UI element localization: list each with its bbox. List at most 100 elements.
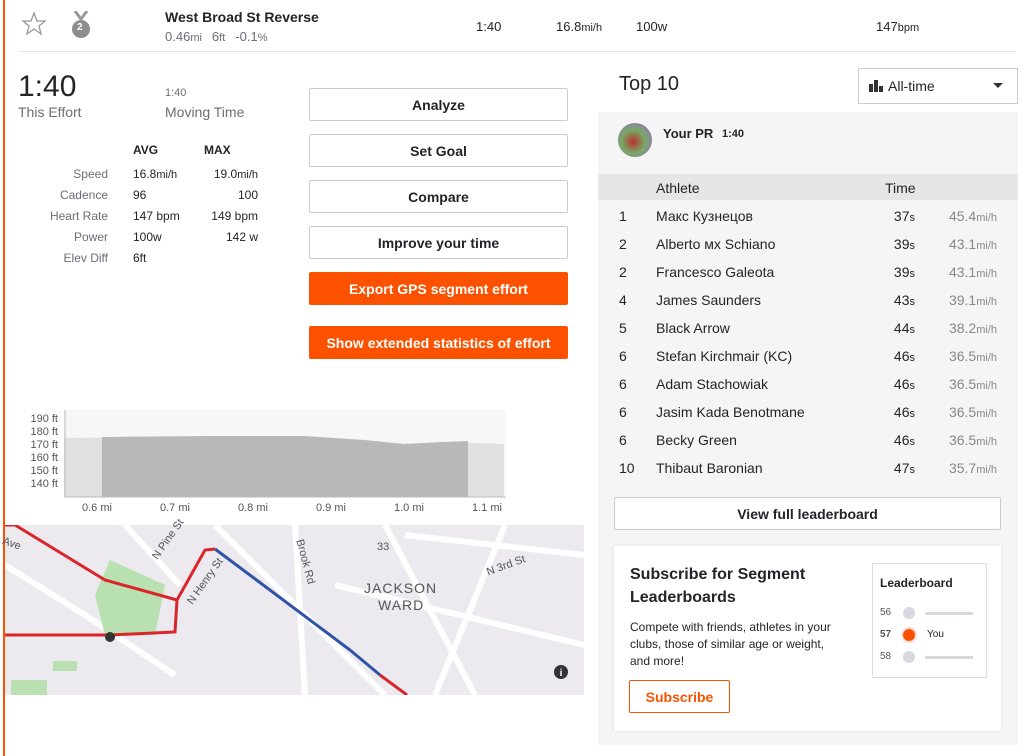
action-button[interactable]: Improve your time (309, 226, 568, 259)
effort-speed: 38.2mi/h (949, 320, 997, 336)
map-label: 33 (377, 541, 390, 553)
rank: 2 (619, 264, 627, 280)
unit: s (909, 240, 916, 252)
star-icon[interactable] (21, 11, 47, 37)
widget-you: You (927, 629, 944, 640)
rank: 5 (619, 320, 627, 336)
value: 36.5 (948, 376, 977, 392)
value: 46 (893, 376, 910, 392)
value: 46 (893, 404, 910, 420)
stat-avg: 6ft (133, 251, 146, 265)
unit: bpm (897, 22, 920, 34)
stat-avg: 16.8mi/h (133, 167, 177, 181)
effort-speed: 36.5mi/h (949, 348, 997, 364)
stat-label: Elev Diff (63, 251, 108, 265)
power: 100w (636, 19, 668, 34)
pr-time: 1:40 (722, 128, 745, 140)
x-tick-label: 0.6 mi (82, 502, 112, 514)
y-tick-label: 150 ft (30, 465, 58, 477)
divider (18, 51, 1016, 52)
action-button[interactable]: Show extended statistics of effort (309, 326, 568, 359)
value: 19.0 (213, 167, 238, 181)
action-button[interactable]: Analyze (309, 88, 568, 121)
athlete-name[interactable]: Stefan Kirchmair (KC) (656, 348, 793, 364)
unit: mi/h (976, 352, 997, 364)
action-button[interactable]: Compare (309, 180, 568, 213)
x-tick-label: 0.9 mi (316, 502, 346, 514)
value: 35.7 (948, 460, 977, 476)
effort-speed: 39.1mi/h (949, 292, 997, 308)
effort-speed: 43.1mi/h (949, 236, 997, 252)
segment-meta: 0.46mi 6ft -0.1% (165, 29, 267, 44)
effort-time: 43s (894, 292, 915, 308)
value: 36.5 (948, 348, 977, 364)
widget-rank: 58 (880, 651, 892, 662)
athlete-name[interactable]: Alberto мх Schiano (656, 236, 776, 252)
leaderboard-title: Top 10 (619, 73, 680, 95)
unit: s (909, 408, 916, 420)
subscribe-text: and more! (630, 654, 685, 668)
accent-bar (3, 0, 5, 756)
action-button[interactable]: Export GPS segment effort (309, 272, 568, 305)
rank: 6 (619, 404, 627, 420)
y-tick-label: 140 ft (30, 478, 58, 490)
grade: -0.1 (235, 29, 258, 44)
stat-header: MAX (204, 143, 231, 157)
athlete-name[interactable]: Francesco Galeota (656, 264, 775, 280)
subscribe-text: Compete with friends, athletes in your (630, 620, 831, 634)
value: 43.1 (948, 236, 977, 252)
value: 47 (893, 460, 910, 476)
elevation-profile (64, 410, 506, 498)
widget-rank: 56 (880, 607, 892, 618)
athlete-name[interactable]: Jasim Kada Benotmane (656, 404, 805, 420)
column-header: Time (885, 180, 916, 196)
stat-max: 19.0mi/h (214, 167, 258, 181)
view-leaderboard-button[interactable]: View full leaderboard (614, 497, 1001, 530)
athlete-name[interactable]: Макс Кузнецов (656, 208, 753, 224)
filter-label: All-time (888, 78, 935, 94)
effort-time: 46s (894, 348, 915, 364)
svg-text:i: i (560, 668, 563, 679)
athlete-name[interactable]: Thibaut Baronian (656, 460, 763, 476)
map-label: WARD (378, 597, 425, 613)
action-button[interactable]: Set Goal (309, 134, 568, 167)
value: 37 (893, 208, 910, 224)
effort-speed: 43.1mi/h (949, 264, 997, 280)
rank: 1 (619, 208, 627, 224)
map-label: JACKSON (364, 580, 438, 596)
value: 147 (876, 19, 898, 34)
value: 36.5 (948, 404, 977, 420)
unit: mi/h (976, 380, 997, 392)
time: 1:40 (476, 19, 502, 34)
effort-label: This Effort (18, 104, 82, 120)
subscribe-button[interactable]: Subscribe (629, 680, 730, 713)
value: 38.2 (948, 320, 977, 336)
stat-label: Speed (73, 167, 108, 181)
unit: mi/h (581, 22, 603, 34)
unit: s (909, 212, 916, 224)
value: 46 (893, 432, 910, 448)
value: 100w (133, 230, 162, 244)
effort-time: 44s (894, 320, 915, 336)
subscribe-text: clubs, those of similar age or weight, (630, 637, 825, 651)
value: 96 (133, 188, 147, 202)
unit: ft (219, 32, 226, 44)
filter-dropdown[interactable] (858, 68, 1018, 104)
effort-time: 47s (894, 460, 915, 476)
unit: s (909, 324, 916, 336)
y-tick-label: 160 ft (30, 452, 58, 464)
unit: mi/h (237, 169, 258, 181)
segment-title[interactable]: West Broad St Reverse (165, 9, 319, 25)
athlete-name[interactable]: James Saunders (656, 292, 762, 308)
athlete-name[interactable]: Adam Stachowiak (656, 376, 769, 392)
widget-dot (903, 651, 915, 663)
stat-max: 100 (238, 188, 258, 202)
athlete-name[interactable]: Black Arrow (656, 320, 730, 336)
value: 16.8 (133, 167, 157, 181)
stat-label: Power (73, 230, 108, 244)
value: 100 (237, 188, 258, 202)
value: 147 bpm (133, 209, 180, 223)
distance: 0.46 (165, 29, 191, 44)
athlete-name[interactable]: Becky Green (656, 432, 737, 448)
rank: 4 (619, 292, 627, 308)
